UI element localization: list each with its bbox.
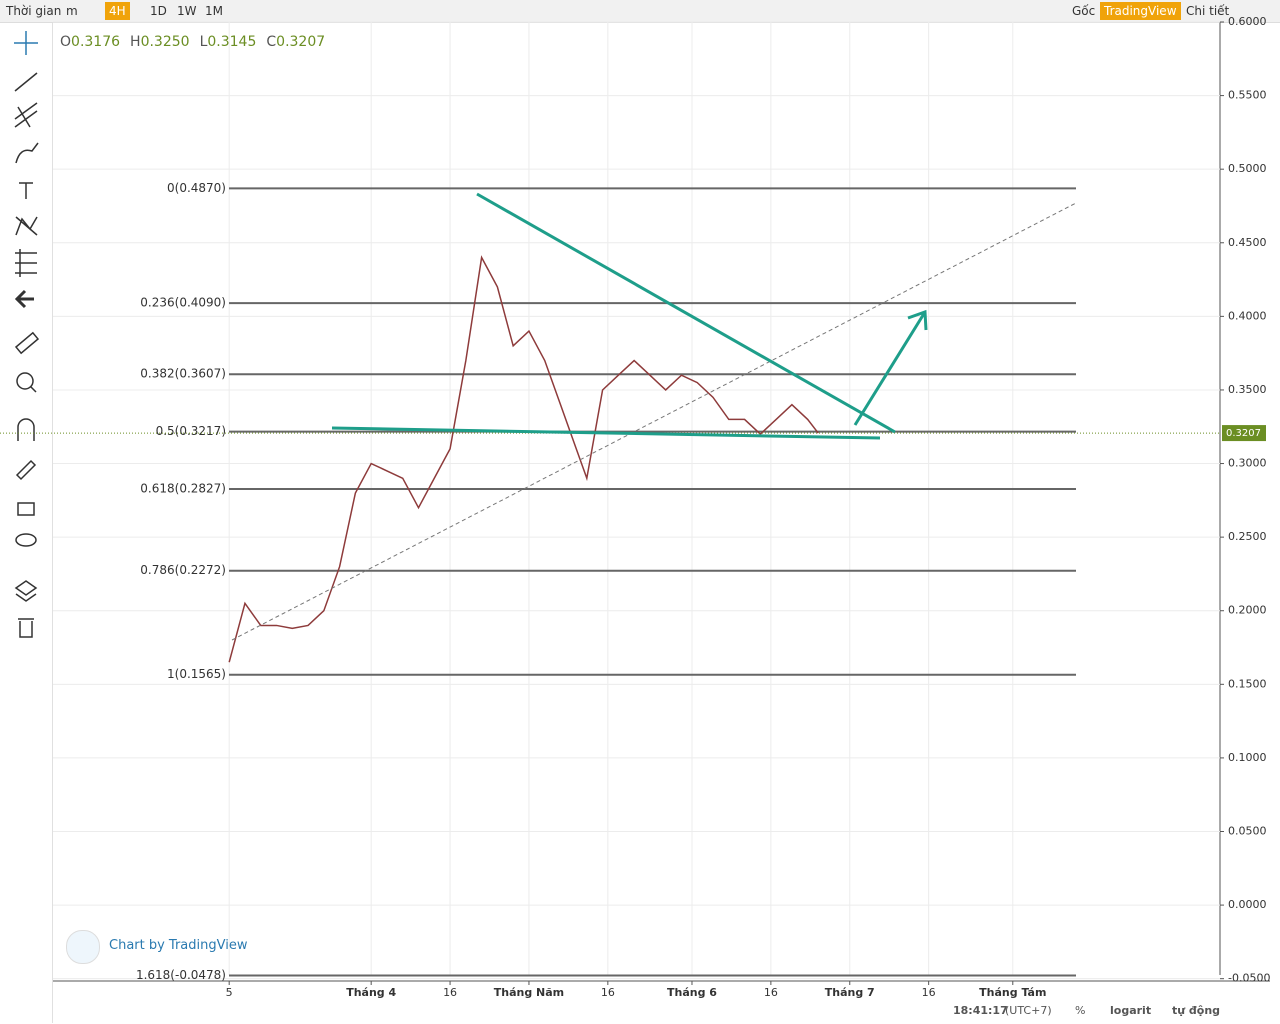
pattern-icon[interactable] [15, 216, 38, 236]
y-tick-label: 0.6000 [1228, 15, 1267, 28]
fib-label: 0.236(0.4090) [140, 296, 226, 310]
fib-label: 0.5(0.3217) [156, 424, 226, 438]
x-tick-label: 5 [226, 986, 233, 999]
y-tick-label: 0.4500 [1228, 236, 1267, 249]
fib-label: 0.786(0.2272) [140, 563, 226, 577]
toolbar-button[interactable]: Thời gian [6, 4, 62, 18]
x-tick-label: Tháng 6 [667, 986, 717, 999]
last-price-box [1222, 425, 1266, 442]
arrow [853, 309, 928, 426]
ohlc-key: O [60, 34, 72, 50]
log-toggle[interactable]: logarit [1110, 1004, 1152, 1017]
drawings [231, 192, 1077, 641]
toolbar-button[interactable]: 4H [105, 2, 130, 20]
x-tick-label: Tháng Năm [494, 986, 564, 999]
zoom-icon[interactable] [16, 372, 37, 393]
fib-label: 1(0.1565) [167, 667, 226, 681]
percent-toggle[interactable]: % [1075, 1004, 1086, 1017]
x-tick-label: 16 [601, 986, 615, 999]
brush-icon[interactable] [15, 142, 39, 164]
x-tick-label: Tháng Tám [979, 986, 1046, 999]
pitchfork-icon[interactable] [14, 102, 38, 128]
ohlc-key: H [130, 34, 141, 50]
magnet-icon[interactable] [17, 418, 35, 441]
x-tick-label: 16 [922, 986, 936, 999]
x-tick-label: 16 [764, 986, 778, 999]
ruler-icon[interactable] [14, 331, 40, 355]
back-icon[interactable] [14, 289, 34, 309]
y-tick-label: 0.2000 [1228, 604, 1267, 617]
toolbar-button[interactable]: 1D [150, 4, 167, 18]
top-toolbar: Thời gian m 4H 1D 1W 1M Gốc TradingView Chi tiết [0, 0, 1280, 23]
ohlc-value: 0.3207 [276, 34, 326, 50]
ohlc-key: L [199, 34, 208, 50]
chart: 0.6000 0.5500 0.5000 0.4500 0.4000 0.3500 0.30… [0, 15, 1270, 999]
fib-label: 1.618(-0.0478) [136, 968, 226, 982]
fib-label: 0.382(0.3607) [140, 367, 226, 381]
tv-logo [66, 930, 100, 964]
price-line [228, 255, 819, 663]
fib-trend-line [231, 202, 1077, 641]
watermark: Chart by TradingView [109, 938, 248, 953]
y-tick-label: 0.0000 [1228, 898, 1267, 911]
triangle-top [476, 192, 896, 434]
y-tick-label: 0.5000 [1228, 162, 1267, 175]
y-tick-label: 0.3500 [1228, 383, 1267, 396]
drawing-toolbar [0, 23, 53, 1023]
toolbar-button[interactable]: 1W [177, 4, 197, 18]
ohlc-value: 0.3250 [140, 34, 190, 50]
lock-draw-icon[interactable] [15, 459, 37, 481]
measure-icon[interactable] [15, 249, 37, 277]
ohlc-value: 0.3176 [71, 34, 121, 50]
crosshair-icon[interactable] [14, 31, 38, 55]
y-tick-label: -0.0500 [1228, 972, 1270, 985]
x-tick-label: Tháng 7 [825, 986, 875, 999]
x-tick-label: 16 [443, 986, 457, 999]
trendline-icon[interactable] [14, 72, 38, 92]
y-tick-label: 0.1500 [1228, 677, 1267, 690]
toolbar-button[interactable]: Chi tiết [1186, 4, 1230, 18]
y-tick-label: 0.3000 [1228, 457, 1267, 470]
y-tick-label: 0.4000 [1228, 309, 1267, 322]
tool-icons [14, 31, 40, 638]
y-tick-label: 0.5500 [1228, 89, 1267, 102]
layers-icon[interactable] [14, 580, 38, 602]
ohlc-key: C [266, 34, 277, 50]
toolbar-button[interactable]: Gốc [1072, 4, 1096, 18]
trash-icon[interactable] [18, 618, 34, 638]
toolbar-button[interactable]: TradingView [1100, 2, 1181, 20]
triangle-bottom [331, 426, 881, 440]
last-price-label: 0.3207 [1226, 428, 1261, 439]
eye-icon[interactable] [15, 533, 37, 547]
ohlc-value: 0.3145 [207, 34, 257, 50]
unlock-icon[interactable] [17, 502, 35, 516]
fib-label: 0(0.4870) [167, 181, 226, 195]
text-icon[interactable] [19, 182, 33, 199]
fib-label: 0.618(0.2827) [140, 482, 226, 496]
x-tick-label: Tháng 4 [346, 986, 396, 999]
y-tick-label: 0.1000 [1228, 751, 1267, 764]
timezone: (UTC+7) [1005, 1004, 1052, 1017]
clock: 18:41:17 [953, 1004, 1008, 1017]
y-tick-label: 0.2500 [1228, 530, 1267, 543]
toolbar-button[interactable]: 1M [205, 4, 223, 18]
toolbar-button[interactable]: m [66, 4, 78, 18]
y-tick-label: 0.0500 [1228, 824, 1267, 837]
auto-toggle[interactable]: tự động [1172, 1004, 1221, 1017]
ohlc-legend: O0.3176 H0.3250 L0.3145 C0.3207 [60, 34, 335, 50]
